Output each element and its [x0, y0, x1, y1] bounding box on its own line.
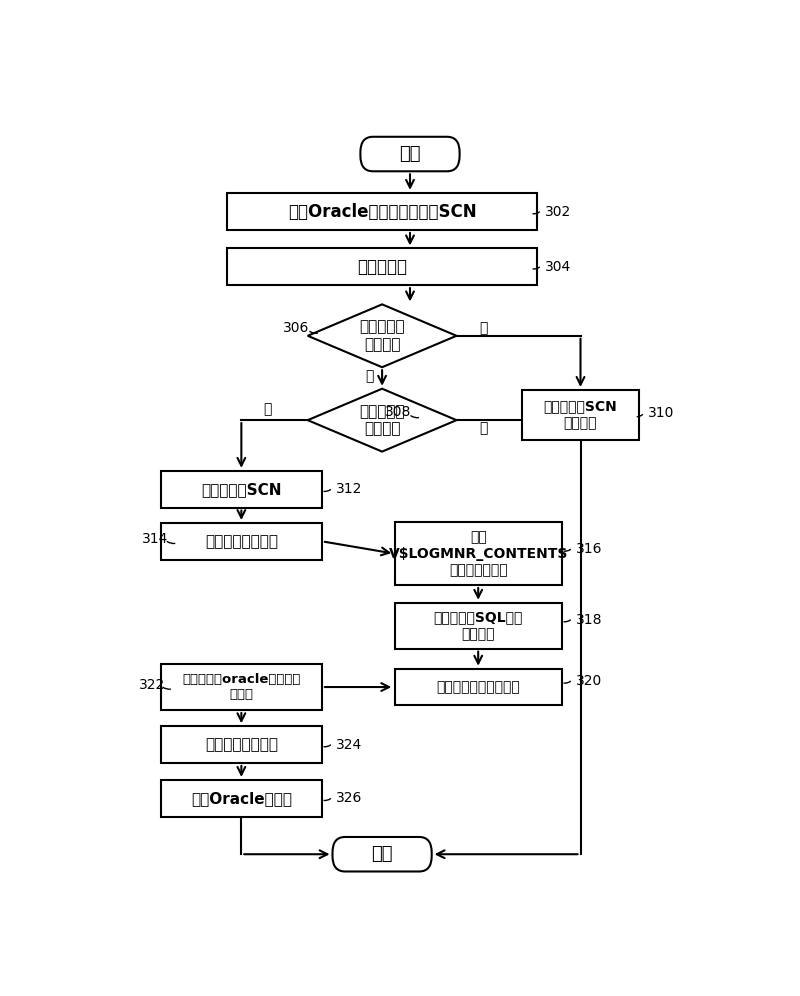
- Text: 计算结束的SCN: 计算结束的SCN: [201, 482, 282, 497]
- Text: 获取Oracle当前运行的最新SCN: 获取Oracle当前运行的最新SCN: [288, 202, 477, 220]
- Text: 306: 306: [283, 321, 310, 335]
- Text: 是: 是: [263, 402, 271, 416]
- FancyBboxPatch shape: [333, 837, 432, 872]
- FancyBboxPatch shape: [360, 136, 459, 171]
- Polygon shape: [308, 305, 457, 368]
- Text: 判断同步点
是否变化: 判断同步点 是否变化: [359, 404, 405, 436]
- Text: 326: 326: [336, 791, 362, 805]
- Bar: [227, 248, 537, 285]
- Text: 按顺序应用oracle已经提交
的事务: 按顺序应用oracle已经提交 的事务: [182, 673, 301, 701]
- Text: 314: 314: [142, 532, 169, 546]
- Text: 312: 312: [336, 482, 362, 496]
- Text: 308: 308: [386, 405, 411, 419]
- Text: 对事务中的SQL操作
进行排序: 对事务中的SQL操作 进行排序: [434, 611, 523, 640]
- Text: 开始日志分析挖掘: 开始日志分析挖掘: [205, 534, 278, 549]
- Text: 否: 否: [479, 321, 487, 335]
- Text: 318: 318: [575, 613, 602, 626]
- Text: 322: 322: [138, 677, 165, 692]
- Text: 310: 310: [647, 406, 674, 420]
- Text: 结束: 结束: [371, 846, 393, 864]
- Text: 是: 是: [366, 370, 374, 383]
- Bar: [227, 193, 537, 230]
- Bar: [394, 668, 562, 705]
- Text: 判断同步点
是否存在: 判断同步点 是否存在: [359, 320, 405, 352]
- Text: 316: 316: [575, 542, 602, 556]
- Text: 否: 否: [479, 421, 487, 435]
- Bar: [522, 389, 639, 439]
- Text: 将所有的事务进行排序: 将所有的事务进行排序: [436, 680, 520, 694]
- Bar: [161, 523, 322, 560]
- Bar: [161, 664, 322, 710]
- Bar: [394, 603, 562, 648]
- Bar: [394, 522, 562, 585]
- Text: 获取同步点: 获取同步点: [357, 258, 407, 276]
- Text: 304: 304: [545, 260, 571, 274]
- Text: 324: 324: [336, 738, 362, 752]
- Text: 停止日程挖掘分析: 停止日程挖掘分析: [205, 737, 278, 752]
- Text: 记录当前的SCN
为同步点: 记录当前的SCN 为同步点: [544, 399, 618, 430]
- Bar: [161, 780, 322, 817]
- Polygon shape: [308, 388, 457, 451]
- Text: 提交Oracle的事务: 提交Oracle的事务: [191, 791, 292, 806]
- Text: 开始: 开始: [399, 145, 421, 163]
- Text: 处理
V$LOGMNR_CONTENTS
中的每一条记录: 处理 V$LOGMNR_CONTENTS 中的每一条记录: [389, 531, 568, 577]
- Bar: [161, 471, 322, 508]
- Text: 320: 320: [575, 674, 602, 688]
- Bar: [161, 726, 322, 763]
- Text: 302: 302: [545, 204, 571, 218]
